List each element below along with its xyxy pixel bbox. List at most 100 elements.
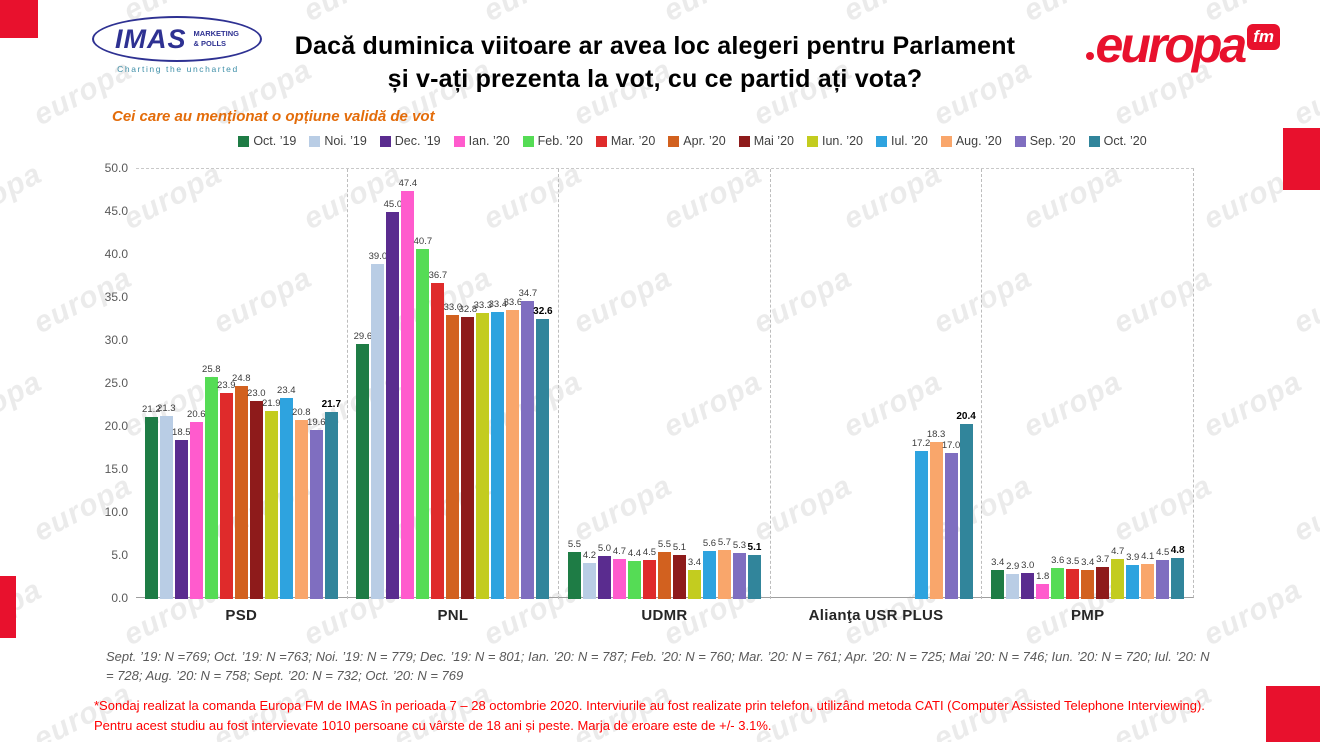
y-axis-tick: 10.0	[104, 505, 128, 519]
legend-swatch	[1014, 135, 1026, 147]
chart-legend: Oct. ’19 Noi. ’19 Dec. ’19 Ian. ’20 Feb. ’20…	[120, 134, 1265, 148]
bar	[702, 550, 716, 599]
legend-label: Oct. ’19	[253, 134, 297, 148]
bar-value-label: 32.6	[533, 305, 553, 317]
bar	[159, 415, 173, 599]
bar	[249, 401, 263, 599]
bar-value-label: 4.5	[1156, 547, 1170, 559]
bar	[672, 555, 686, 599]
bar-value-label: 21.7	[321, 399, 342, 411]
legend-swatch	[238, 135, 250, 147]
legend-swatch	[1088, 135, 1100, 147]
y-axis-tick: 25.0	[104, 376, 128, 390]
legend-item: Sep. ’20	[1014, 134, 1076, 148]
bar-slot: 3.9	[1126, 552, 1140, 599]
bar-value-label: 39.0	[368, 250, 388, 262]
bar	[747, 555, 761, 599]
bar-value-label: 21.9	[262, 397, 281, 409]
bar-value-label: 4.1	[1141, 550, 1155, 562]
bar	[582, 562, 596, 599]
bar-slot: 23.4	[277, 385, 296, 599]
bar-slot: 17.0	[942, 440, 960, 599]
legend-swatch	[876, 135, 887, 147]
bar	[219, 393, 233, 599]
bar-slot: 4.7	[1111, 546, 1124, 599]
bar-slot: 4.5	[643, 547, 656, 599]
bar-value-label: 4.4	[627, 548, 642, 560]
bar-slot: 17.2	[912, 438, 930, 599]
bar	[506, 310, 520, 599]
bar	[371, 263, 385, 599]
category-label: PMP	[1070, 607, 1105, 624]
category-label: PNL	[437, 607, 469, 624]
methodology-note-line2: Pentru acest studiu au fost intervievate…	[94, 717, 772, 733]
legend-swatch	[806, 135, 818, 147]
bar	[386, 212, 400, 599]
bar-value-label: 33.0	[443, 302, 463, 314]
bar-slot: 4.4	[628, 548, 641, 599]
bar-value-label: 3.4	[687, 556, 702, 568]
legend-item: Feb. ’20	[522, 134, 583, 148]
methodology-note: *Sondaj realizat la comanda Europa FM de…	[94, 696, 1264, 735]
legend-label: Sep. ’20	[1029, 134, 1076, 148]
legend-swatch	[379, 135, 391, 147]
y-axis-tick: 5.0	[111, 548, 128, 562]
legend-label: Noi. ’19	[324, 134, 367, 148]
bar-slot: 33.3	[474, 300, 492, 599]
bar-slot: 23.9	[217, 380, 236, 599]
category-group: 17.2 18.3 17.0 20.4 Alianţa USR PLUS	[771, 169, 983, 624]
bar-slot: 3.5	[1066, 556, 1080, 599]
bar	[1126, 565, 1140, 599]
bar-slot: 5.0	[598, 543, 611, 599]
bar-slot: 33.0	[444, 302, 462, 599]
category-group: 5.5 4.2 5.0 4.7 4.4 4.5 5.5 5.1 3.4 5.6 5.7 5.3 5.1 U…	[559, 169, 771, 624]
bar-value-label: 5.5	[567, 538, 582, 550]
bar-slot: 25.8	[202, 364, 221, 599]
bar-slot: 32.8	[459, 304, 477, 599]
bar-slot: 24.8	[232, 373, 251, 599]
legend-item: Ian. ’20	[453, 134, 510, 148]
bar	[144, 416, 158, 599]
legend-item: Mai ’20	[738, 134, 794, 148]
bar	[1066, 568, 1080, 599]
chart-subtitle: Cei care au menționat o opțiune validă d…	[112, 108, 435, 125]
bar	[174, 439, 188, 599]
bars-row: 17.2 18.3 17.0 20.4	[771, 169, 982, 599]
bar-value-label: 5.3	[732, 540, 747, 552]
legend-item: Oct. ’19	[238, 134, 296, 148]
bar	[431, 283, 445, 599]
bar	[914, 451, 928, 599]
bar-value-label: 45.0	[383, 199, 403, 210]
bar-slot: 21.3	[157, 403, 176, 599]
imas-logo-name: IMAS	[115, 23, 187, 54]
bar-value-label: 24.8	[232, 372, 251, 384]
bar-value-label: 29.6	[353, 331, 373, 343]
bar-value-label: 4.5	[642, 547, 657, 559]
bar-slot: 3.4	[991, 557, 1004, 599]
bar	[1051, 568, 1065, 599]
bar	[461, 316, 475, 599]
bar	[1156, 560, 1170, 599]
bar	[929, 441, 943, 599]
legend-label: Iul. ’20	[891, 134, 928, 148]
imas-logo-ellipse: IMAS MARKETING & POLLS	[92, 16, 262, 62]
page-title-line1: Dacă duminica viitoare ar avea loc alege…	[294, 32, 1016, 60]
bar	[1036, 583, 1050, 599]
bar	[476, 312, 490, 599]
europa-logo-dot-icon	[1085, 51, 1094, 60]
bar-slot: 19.6	[307, 417, 326, 599]
bar-slot: 23.0	[247, 388, 266, 599]
bar-value-label: 36.7	[428, 270, 448, 282]
bar-slot: 5.1	[672, 542, 686, 599]
bar	[1081, 569, 1095, 599]
category-label: UDMR	[641, 607, 688, 624]
bar-slot: 5.6	[702, 538, 716, 599]
bar-slot: 4.1	[1141, 551, 1154, 599]
bar	[536, 318, 550, 599]
category-group: 29.6 39.0 45.0 47.4 40.7 36.7 33.0 32.8 33.3 33.4…	[348, 169, 560, 624]
bar	[1021, 573, 1035, 599]
legend-label: Oct. ’20	[1103, 134, 1147, 148]
bar-value-label: 3.0	[1021, 560, 1035, 572]
bar-slot: 21.9	[262, 398, 281, 599]
bar-value-label: 34.7	[518, 287, 538, 299]
